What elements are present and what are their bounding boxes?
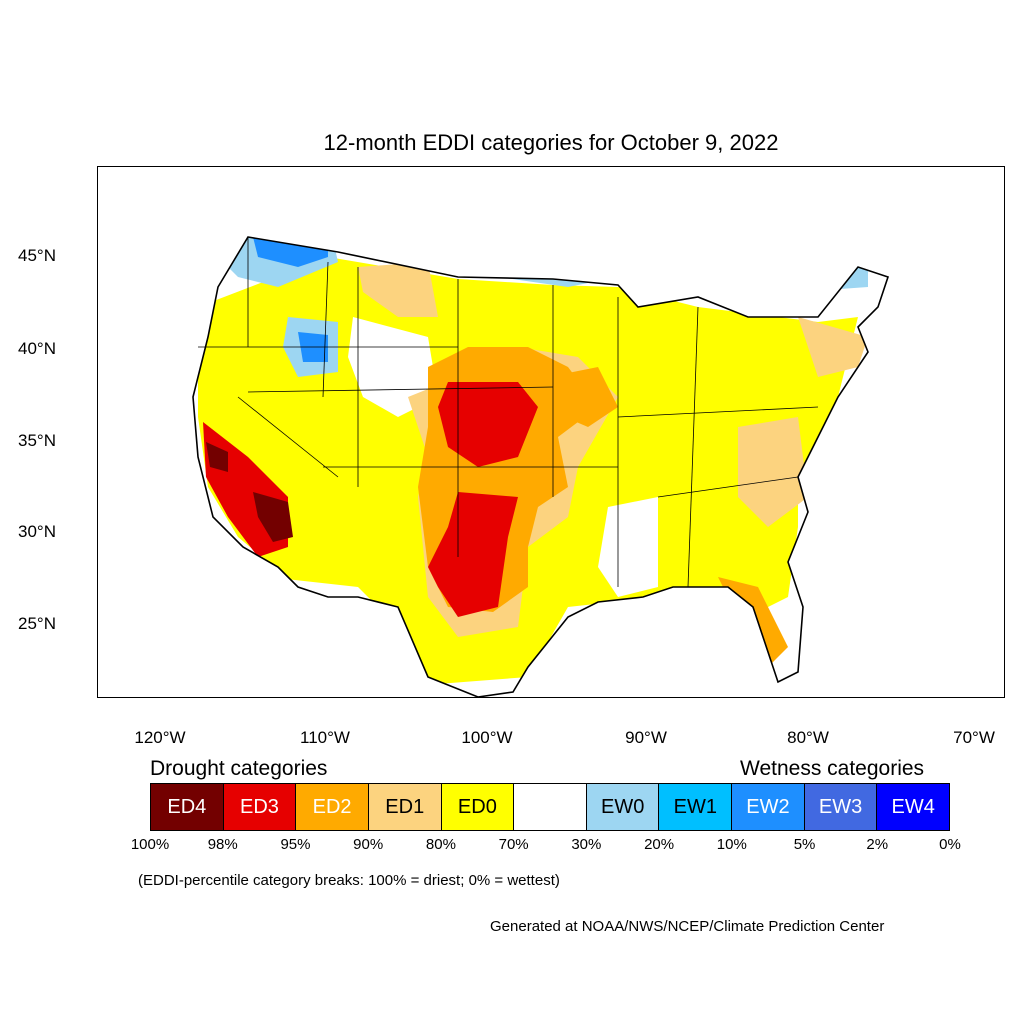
percentile-label: 30% [571, 836, 602, 853]
percentile-label: 0% [939, 836, 961, 853]
drought-heading: Drought categories [150, 757, 328, 780]
legend-box-ew1: EW1 [659, 784, 733, 830]
ed4-region-2 [206, 442, 228, 472]
ed1-region-3 [738, 417, 808, 527]
wetness-heading: Wetness categories [740, 757, 925, 780]
lon-label-90: 90°W [625, 728, 667, 747]
lon-label-120: 120°W [134, 728, 186, 747]
legend-bar: ED4 ED3 ED2 ED1 ED0 EW0 EW1 EW2 EW3 EW4 [150, 783, 950, 831]
legend-box-ew2: EW2 [732, 784, 805, 830]
legend-box-ed3: ED3 [223, 784, 297, 830]
lon-label-80: 80°W [787, 728, 829, 747]
lat-label-25: 25°N [18, 614, 56, 633]
eddi-map-canvas [192, 236, 890, 697]
ed4-region [253, 492, 293, 542]
percentile-label: 90% [353, 836, 384, 853]
percentile-label: 70% [498, 836, 529, 853]
ew2-region-4 [798, 263, 838, 285]
percentile-label: 5% [793, 836, 816, 853]
percentile-label: 95% [280, 836, 311, 853]
percentile-label: 100% [130, 836, 170, 853]
percentile-label: 20% [644, 836, 675, 853]
state-boundaries [198, 237, 819, 588]
ew2-region-2 [468, 237, 598, 277]
lon-label-100: 100°W [461, 728, 513, 747]
lon-label-110: 110°W [300, 728, 350, 747]
percentile-label: 98% [207, 836, 238, 853]
no-category-region-2 [598, 497, 658, 597]
lat-label-30: 30°N [18, 522, 56, 541]
legend-box-none [514, 784, 587, 830]
ed3-region [438, 382, 538, 467]
percentile-label: 2% [866, 836, 889, 853]
lat-label-45: 45°N [18, 246, 56, 265]
no-category-region [348, 317, 438, 417]
lat-label-35: 35°N [18, 431, 56, 450]
category-fills [198, 237, 868, 697]
ed1-region-2 [358, 262, 438, 317]
lat-label-40: 40°N [18, 339, 56, 358]
percentile-label: 10% [716, 836, 747, 853]
percentile-label: 80% [425, 836, 456, 853]
lon-label-70: 70°W [953, 728, 995, 747]
category-note: (EDDI-percentile category breaks: 100% =… [138, 872, 560, 889]
legend-box-ed4: ED4 [151, 784, 224, 830]
legend-box-ed2: ED2 [296, 784, 369, 830]
legend-box-ed0: ED0 [441, 784, 515, 830]
credit-line: Generated at NOAA/NWS/NCEP/Climate Predi… [490, 918, 885, 935]
ed2-region-2 [548, 367, 618, 427]
eddi-map [97, 166, 1005, 698]
legend-box-ed1: ED1 [368, 784, 442, 830]
ew-region-2 [448, 237, 618, 287]
legend-box-ew3: EW3 [804, 784, 878, 830]
legend-box-ew0: EW0 [586, 784, 660, 830]
coastline [192, 236, 890, 697]
map-title: 12-month EDDI categories for October 9, … [323, 130, 779, 155]
legend-box-ew4: EW4 [877, 784, 950, 830]
ed3-region-2 [428, 492, 518, 617]
ew-region-4 [788, 257, 868, 292]
ed1-region-4 [798, 317, 868, 377]
